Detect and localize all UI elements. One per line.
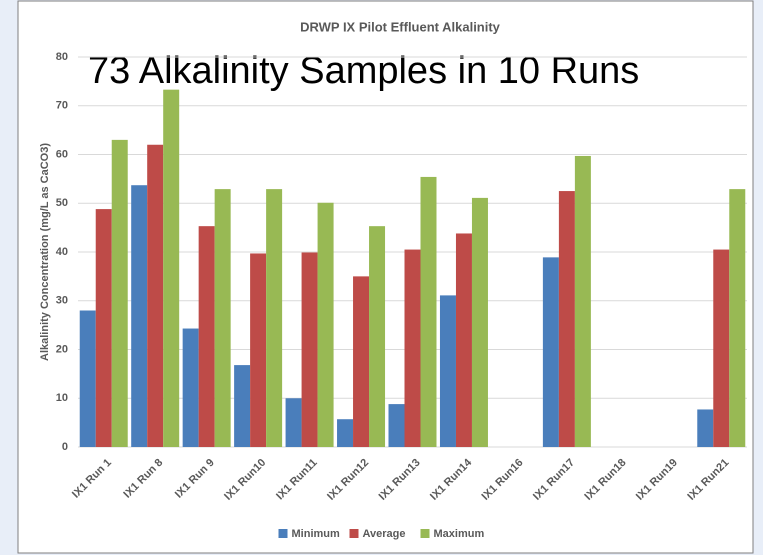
bar: [79, 310, 96, 447]
bar: [337, 419, 354, 447]
bar: [147, 144, 164, 447]
bar: [182, 328, 199, 447]
bar: [95, 209, 112, 447]
bar: [163, 89, 180, 447]
annotation: 73 Alkalinity Samples in 10 Runs: [88, 50, 639, 92]
legend-label: Average: [363, 528, 406, 540]
bar: [266, 189, 283, 448]
bar: [471, 197, 488, 447]
bar: [301, 252, 318, 447]
y-tick-label: 0: [62, 441, 68, 453]
bar: [574, 155, 591, 447]
y-tick-label: 10: [56, 392, 68, 404]
y-tick-label: 80: [56, 51, 68, 63]
y-tick-label: 20: [56, 343, 68, 355]
y-tick-label: 60: [56, 148, 68, 160]
legend-swatch: [349, 529, 359, 538]
bar: [558, 191, 575, 447]
bar: [285, 398, 302, 447]
legend-label: Minimum: [292, 528, 340, 540]
bar: [234, 365, 251, 447]
bar: [317, 202, 334, 447]
legend-swatch: [420, 529, 430, 538]
bar: [404, 249, 421, 447]
bar: [198, 226, 215, 447]
y-axis-label: Alkalinity Concentration (mg/L as CaCO3): [39, 143, 51, 361]
bar: [111, 139, 128, 447]
bar: [131, 185, 148, 447]
y-tick-label: 70: [56, 100, 68, 112]
y-tick-label: 40: [56, 246, 68, 258]
bar: [439, 295, 456, 447]
bar: [388, 404, 405, 447]
bar: [214, 189, 231, 448]
bar: [729, 189, 746, 448]
bar: [542, 257, 559, 447]
chart-title: DRWP IX Pilot Effluent Alkalinity: [300, 19, 501, 34]
bar: [697, 409, 714, 447]
bar: [713, 249, 730, 447]
y-tick-label: 50: [56, 197, 68, 209]
bar: [420, 176, 437, 448]
bar: [455, 233, 472, 447]
legend-swatch: [278, 529, 288, 538]
y-tick-label: 30: [56, 295, 68, 307]
bar: [250, 253, 267, 447]
legend-label: Maximum: [434, 528, 485, 540]
bar: [353, 276, 370, 447]
bar: [369, 226, 386, 447]
